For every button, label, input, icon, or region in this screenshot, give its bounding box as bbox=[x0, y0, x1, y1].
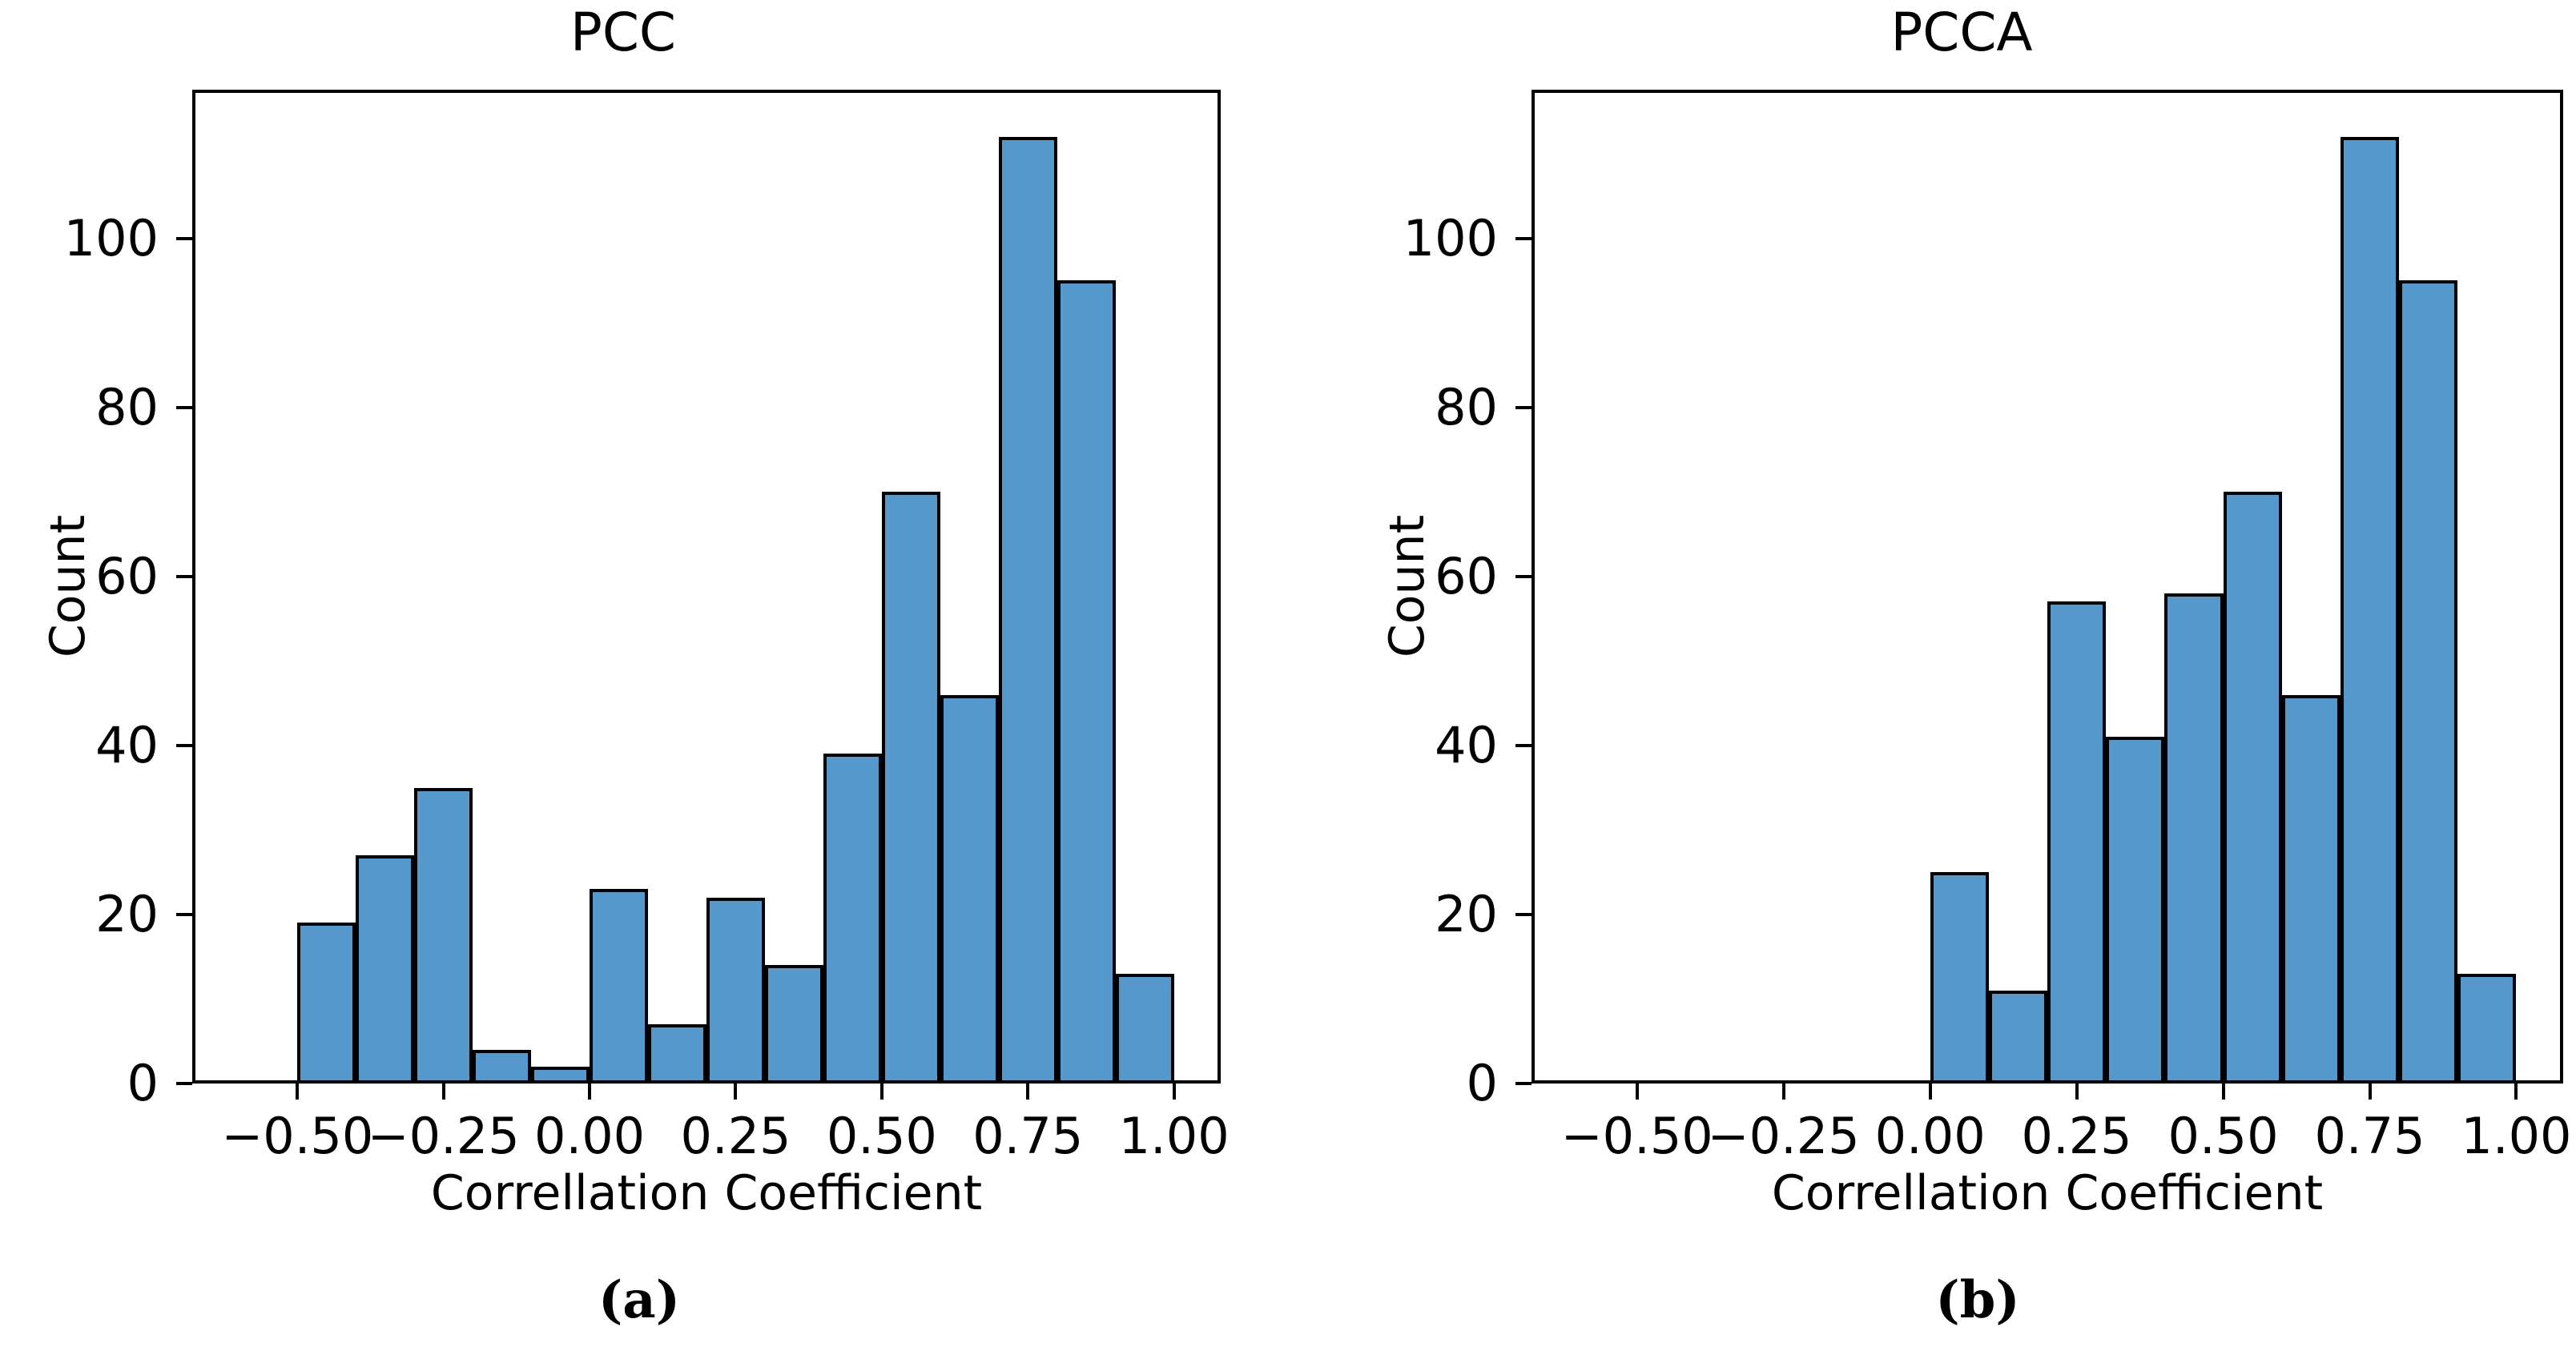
x-tick bbox=[2075, 1084, 2079, 1100]
histogram-bar bbox=[2340, 137, 2400, 1084]
y-tick-label: 0 bbox=[1466, 1054, 1498, 1112]
y-tick-label: 60 bbox=[95, 546, 159, 605]
histogram-bar bbox=[1930, 872, 1989, 1084]
histogram-bar bbox=[764, 965, 823, 1084]
histogram-bar bbox=[881, 492, 940, 1084]
y-tick-label: 80 bbox=[1435, 377, 1498, 436]
x-tick-label: −0.50 bbox=[221, 1107, 374, 1165]
histogram-bar bbox=[2281, 694, 2341, 1084]
y-tick-label: 40 bbox=[1435, 715, 1498, 774]
y-tick bbox=[176, 912, 192, 916]
histogram-bar bbox=[590, 889, 649, 1084]
histogram-bar bbox=[2223, 492, 2282, 1084]
y-tick-label: 60 bbox=[1435, 546, 1498, 605]
histogram-bar bbox=[2399, 280, 2458, 1084]
x-tick-label: 0.75 bbox=[972, 1107, 1084, 1165]
x-tick-label: 1.00 bbox=[2461, 1107, 2572, 1165]
y-tick bbox=[1515, 236, 1532, 240]
x-tick bbox=[588, 1084, 592, 1100]
y-tick-label: 20 bbox=[95, 884, 159, 943]
x-tick-label: 0.00 bbox=[1874, 1107, 1986, 1165]
histogram-bar bbox=[2047, 601, 2107, 1084]
histogram-bar bbox=[2164, 593, 2224, 1084]
x-tick-label: 0.00 bbox=[534, 1107, 646, 1165]
subfigure-caption-b: (b) bbox=[1935, 1270, 2020, 1330]
histogram-bar bbox=[531, 1066, 590, 1084]
histogram-bar bbox=[998, 137, 1057, 1084]
x-tick bbox=[1928, 1084, 1932, 1100]
x-tick-label: 0.25 bbox=[2021, 1107, 2132, 1165]
x-tick bbox=[441, 1084, 445, 1100]
x-tick bbox=[1635, 1084, 1639, 1100]
histogram-bar bbox=[648, 1024, 706, 1084]
x-tick bbox=[2368, 1084, 2372, 1100]
x-tick-label: −0.25 bbox=[1707, 1107, 1860, 1165]
y-tick bbox=[1515, 574, 1532, 578]
x-tick bbox=[879, 1084, 883, 1100]
x-tick-label: 0.25 bbox=[680, 1107, 791, 1165]
histogram-bar bbox=[297, 923, 356, 1084]
histogram-bar bbox=[414, 787, 473, 1084]
y-tick bbox=[1515, 405, 1532, 409]
chart-title-pcca: PCCA bbox=[1890, 2, 2033, 63]
histogram-bar bbox=[1115, 973, 1174, 1084]
y-tick-label: 100 bbox=[63, 208, 159, 267]
y-tick bbox=[176, 405, 192, 409]
x-tick-label: 0.50 bbox=[826, 1107, 937, 1165]
x-tick bbox=[1172, 1084, 1176, 1100]
y-tick bbox=[176, 1082, 192, 1085]
histogram-bar bbox=[706, 897, 765, 1084]
y-tick bbox=[1515, 912, 1532, 916]
x-tick-label: 1.00 bbox=[1118, 1107, 1230, 1165]
histogram-bar bbox=[2457, 973, 2517, 1084]
subfigure-caption-a: (a) bbox=[598, 1270, 681, 1330]
y-tick bbox=[176, 236, 192, 240]
x-tick bbox=[1781, 1084, 1785, 1100]
histogram-bar bbox=[2106, 737, 2165, 1084]
x-tick-label: −0.25 bbox=[367, 1107, 520, 1165]
x-tick-label: 0.50 bbox=[2167, 1107, 2279, 1165]
y-tick bbox=[176, 743, 192, 747]
histogram-bar bbox=[940, 694, 999, 1084]
histogram-bar bbox=[823, 754, 882, 1084]
y-tick bbox=[1515, 743, 1532, 747]
y-tick-label: 0 bbox=[127, 1054, 159, 1112]
y-tick bbox=[1515, 1082, 1532, 1085]
histogram-bar bbox=[356, 855, 415, 1084]
y-tick-label: 40 bbox=[95, 715, 159, 774]
x-tick-label: 0.75 bbox=[2314, 1107, 2425, 1165]
histogram-bar bbox=[473, 1049, 532, 1084]
y-tick-label: 20 bbox=[1435, 884, 1498, 943]
x-tick bbox=[2221, 1084, 2225, 1100]
x-tick-label: −0.50 bbox=[1560, 1107, 1713, 1165]
y-tick-label: 80 bbox=[95, 377, 159, 436]
histogram-bar bbox=[1057, 280, 1116, 1084]
x-axis-label-pcc: Correllation Coefficient bbox=[430, 1165, 983, 1221]
x-tick bbox=[734, 1084, 738, 1100]
y-tick bbox=[176, 574, 192, 578]
x-axis-label-pcca: Correllation Coefficient bbox=[1771, 1165, 2324, 1221]
histogram-bar bbox=[1988, 990, 2047, 1084]
y-tick-label: 100 bbox=[1403, 208, 1498, 267]
x-tick bbox=[296, 1084, 300, 1100]
x-tick bbox=[1026, 1084, 1030, 1100]
x-tick bbox=[2514, 1084, 2518, 1100]
chart-title-pcc: PCC bbox=[570, 2, 676, 63]
